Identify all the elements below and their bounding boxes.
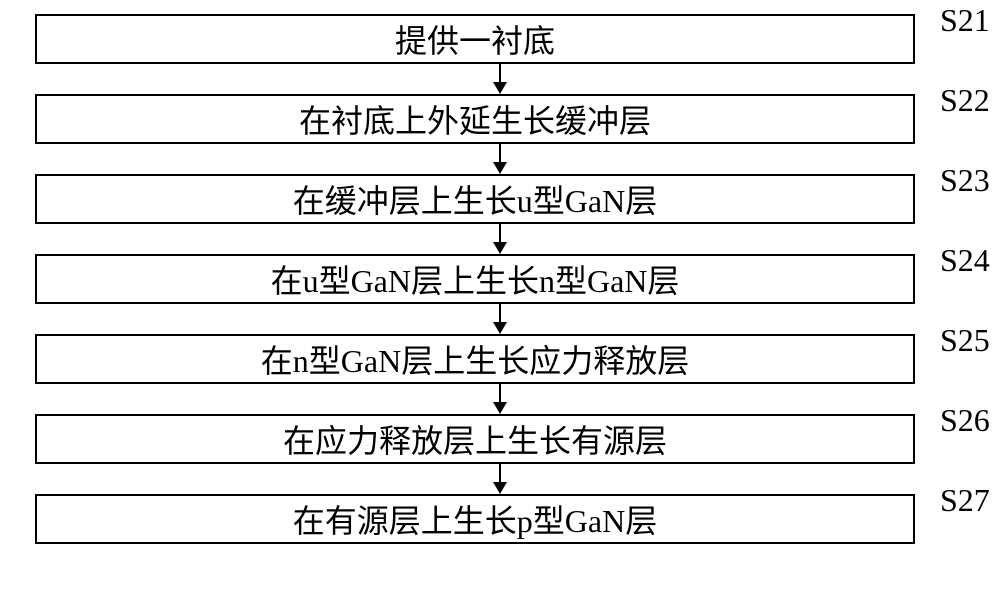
flow-step-box: 在衬底上外延生长缓冲层 — [35, 94, 915, 144]
flow-step-text: 在应力释放层上生长有源层 — [283, 416, 667, 462]
flow-step-box: 在缓冲层上生长u型GaN层 — [35, 174, 915, 224]
flow-step-text: 提供一衬底 — [395, 16, 555, 62]
flow-arrow — [490, 384, 510, 414]
flow-step-label: S26 — [940, 402, 990, 439]
flow-step-text: 在衬底上外延生长缓冲层 — [299, 96, 651, 142]
flow-step-box: 在u型GaN层上生长n型GaN层 — [35, 254, 915, 304]
flow-step-text: 在n型GaN层上生长应力释放层 — [261, 336, 689, 382]
flow-step-box: 在n型GaN层上生长应力释放层 — [35, 334, 915, 384]
flow-arrow — [490, 304, 510, 334]
flow-step-label: S23 — [940, 162, 990, 199]
flow-step-label: S24 — [940, 242, 990, 279]
flow-step-text: 在有源层上生长p型GaN层 — [293, 496, 657, 542]
flow-step-text: 在缓冲层上生长u型GaN层 — [293, 176, 657, 222]
flow-arrow — [490, 464, 510, 494]
flow-step-label: S22 — [940, 82, 990, 119]
flow-step-box: 在有源层上生长p型GaN层 — [35, 494, 915, 544]
flow-step-text: 在u型GaN层上生长n型GaN层 — [271, 256, 680, 302]
flow-arrow — [490, 64, 510, 94]
flow-step-box: 在应力释放层上生长有源层 — [35, 414, 915, 464]
flow-arrow — [490, 224, 510, 254]
flow-step-label: S25 — [940, 322, 990, 359]
flow-step-label: S21 — [940, 2, 990, 39]
flowchart-diagram: 提供一衬底 S21 在衬底上外延生长缓冲层 S22 在缓冲层上生长u型GaN层 S23 在u… — [0, 0, 1000, 589]
flow-step-label: S27 — [940, 482, 990, 519]
flow-step-box: 提供一衬底 — [35, 14, 915, 64]
flow-arrow — [490, 144, 510, 174]
